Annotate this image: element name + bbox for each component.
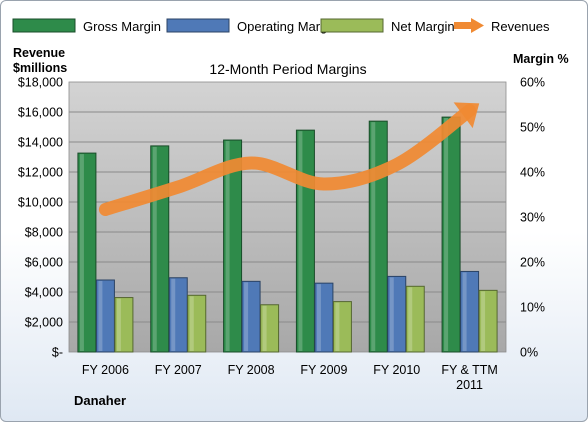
x-tick-label: FY 2008: [228, 363, 275, 377]
gross-margin-bar-highlight: [298, 131, 303, 351]
net-margin-bar-highlight: [262, 305, 267, 351]
right-tick-label: 30%: [520, 211, 545, 225]
net-margin-bar: [332, 301, 352, 353]
operating-margin-bar-highlight: [244, 282, 249, 351]
right-tick-label: 20%: [520, 256, 545, 270]
gross-margin-bar-highlight: [225, 141, 230, 351]
left-axis-title: Revenue: [13, 46, 65, 60]
revenues-line: [98, 104, 477, 216]
operating-margin-bar-highlight: [98, 281, 103, 351]
net-margin-bar-highlight: [116, 298, 121, 351]
operating-margin-bar-highlight: [316, 284, 321, 351]
gross-margin-bar-highlight: [79, 154, 84, 351]
left-tick-label: $12,000: [18, 166, 63, 180]
left-tick-label: $14,000: [18, 136, 63, 150]
left-tick-label: $16,000: [18, 106, 63, 120]
right-tick-label: 60%: [520, 76, 545, 90]
x-tick-label: FY & TTM: [441, 363, 498, 377]
left-tick-label: $4,000: [25, 286, 63, 300]
legend-label: Net Margin: [391, 19, 455, 34]
net-margin-bar-highlight: [408, 287, 413, 351]
net-margin-bar-highlight: [189, 296, 194, 351]
legend-label: Revenues: [491, 19, 550, 34]
right-tick-label: 50%: [520, 121, 545, 135]
x-tick-label: FY 2010: [373, 363, 420, 377]
right-tick-label: 0%: [520, 346, 538, 360]
gross-margin-bar-highlight: [371, 122, 376, 352]
left-tick-label: $-: [52, 346, 63, 360]
plot-area: [68, 81, 507, 353]
legend-swatch: [320, 18, 384, 33]
gross-margin-bar-highlight: [152, 146, 157, 351]
plot-background: [68, 81, 507, 353]
operating-margin-bar-highlight: [462, 272, 467, 351]
net-margin-bar-highlight: [335, 302, 340, 351]
left-tick-label: $8,000: [25, 226, 63, 240]
net-margin-bar: [114, 297, 134, 353]
legend: Gross Margin Operating Margin Net Margin Re…: [12, 18, 550, 34]
legend-swatch: [12, 18, 76, 33]
legend-arrow-icon: [471, 18, 484, 33]
right-axis-title: Margin %: [513, 52, 569, 66]
left-axis-title-units: $millions: [13, 61, 67, 75]
net-margin-bar: [260, 304, 280, 353]
operating-margin-bar-highlight: [171, 278, 176, 351]
company-label: Danaher: [74, 393, 126, 408]
x-tick-label: FY 2007: [155, 363, 202, 377]
net-margin-bar-highlight: [481, 291, 486, 351]
left-tick-label: $10,000: [18, 196, 63, 210]
x-tick-label: FY 2006: [82, 363, 129, 377]
right-tick-label: 10%: [520, 301, 545, 315]
right-tick-label: 40%: [520, 166, 545, 180]
x-tick-label: 2011: [456, 378, 483, 392]
legend-label: Operating Margin: [237, 19, 337, 34]
net-margin-bar: [405, 285, 425, 353]
left-tick-label: $6,000: [25, 256, 63, 270]
net-margin-bar: [478, 289, 498, 353]
operating-margin-bar: [241, 280, 261, 353]
gross-margin-bar-highlight: [444, 118, 449, 351]
net-margin-bar: [187, 294, 207, 353]
legend-label: Gross Margin: [83, 19, 161, 34]
operating-margin-bar-highlight: [389, 277, 394, 351]
revenues-arrowhead: [453, 102, 480, 129]
x-tick-label: FY 2009: [300, 363, 347, 377]
chart-title: 12-Month Period Margins: [209, 61, 366, 77]
gross-margin-bar: [223, 139, 243, 353]
left-tick-label: $2,000: [25, 316, 63, 330]
left-tick-label: $18,000: [18, 76, 63, 90]
gross-margin-bar: [77, 152, 97, 353]
legend-swatch: [166, 18, 230, 33]
